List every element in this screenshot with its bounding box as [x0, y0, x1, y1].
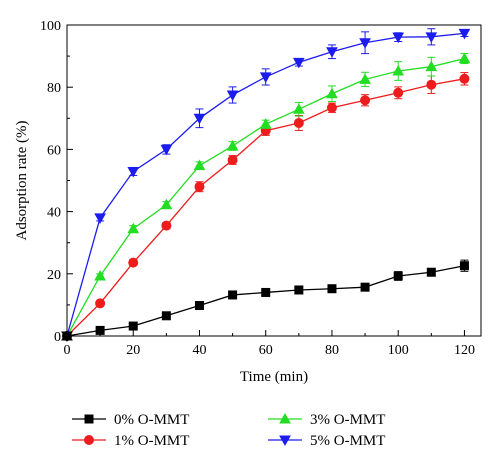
x-tick-label: 20	[126, 343, 140, 358]
data-point	[161, 220, 172, 231]
data-point	[95, 325, 105, 335]
data-point	[326, 87, 338, 99]
data-point	[392, 64, 405, 76]
data-point	[95, 298, 106, 309]
data-point	[458, 52, 471, 64]
legend-label: 0% O-MMT	[114, 412, 189, 428]
data-point	[359, 73, 371, 84]
data-point	[226, 90, 239, 102]
x-tick-label: 120	[454, 343, 475, 358]
legend-label: 5% O-MMT	[310, 433, 385, 449]
y-tick-label: 60	[47, 143, 61, 158]
legend-item-1: 1% O-MMT	[72, 433, 189, 449]
plot-frame	[66, 24, 482, 337]
x-tick-label: 0	[64, 343, 71, 358]
data-point	[194, 181, 205, 192]
data-point	[128, 321, 138, 331]
data-point	[293, 117, 304, 128]
data-point	[360, 95, 371, 106]
data-point	[193, 113, 206, 125]
legend-marker	[279, 435, 291, 447]
data-point	[61, 331, 73, 343]
y-tick-label: 80	[47, 81, 61, 96]
y-axis-title: Adsorption rate (%)	[14, 121, 30, 241]
legend-item-3: 5% O-MMT	[268, 433, 385, 449]
data-point	[193, 159, 206, 171]
legend-item-2: 3% O-MMT	[268, 412, 385, 428]
data-point	[459, 261, 469, 271]
data-point	[94, 213, 106, 224]
data-point	[194, 301, 204, 311]
data-point	[127, 222, 140, 234]
legend-item-0: 0% O-MMT	[72, 412, 189, 428]
data-point	[228, 290, 238, 300]
series-line	[66, 265, 465, 337]
legend-marker	[84, 435, 94, 445]
y-tick-label: 40	[47, 206, 61, 221]
x-tick-label: 40	[192, 343, 206, 358]
legend: 0% O-MMT 3% O-MMT 1% O-MMT 5% O-MMT	[72, 412, 385, 449]
data-point	[393, 87, 404, 98]
data-point	[426, 79, 437, 90]
data-point	[359, 38, 371, 49]
data-point	[161, 311, 171, 321]
data-point	[458, 28, 471, 40]
data-point	[160, 144, 173, 156]
y-tick-label: 0	[54, 330, 61, 345]
data-point	[393, 271, 403, 281]
series-line	[66, 78, 465, 337]
x-tick-label: 80	[325, 343, 339, 358]
legend-marker	[84, 414, 94, 424]
data-point	[360, 282, 370, 292]
series-2	[61, 52, 471, 341]
data-point	[292, 57, 305, 69]
data-point	[326, 102, 337, 113]
data-point	[227, 154, 238, 165]
plot-area: 0 20 40 60 80 100 120 0 20 40 60 80 100	[40, 19, 482, 358]
data-point	[261, 287, 271, 297]
data-point	[226, 139, 239, 151]
data-point	[160, 198, 173, 210]
data-point	[326, 47, 338, 58]
data-point	[294, 285, 304, 295]
series-0	[62, 259, 469, 341]
x-tick-label: 60	[259, 343, 273, 358]
x-axis-title: Time (min)	[240, 369, 308, 385]
data-point	[127, 166, 140, 178]
data-point	[425, 32, 438, 43]
legend-label: 1% O-MMT	[114, 433, 189, 449]
data-point	[292, 103, 305, 114]
data-point	[259, 72, 272, 83]
x-tick-label: 100	[388, 343, 409, 358]
y-tick-label: 20	[47, 268, 61, 283]
data-point	[94, 269, 106, 281]
legend-marker	[279, 412, 291, 424]
data-point	[392, 32, 405, 44]
data-point	[128, 257, 139, 268]
data-point	[425, 60, 438, 72]
data-point	[426, 267, 436, 277]
series-1	[62, 72, 470, 341]
data-point	[459, 73, 470, 84]
data-point	[259, 118, 272, 129]
data-point	[327, 284, 337, 294]
y-tick-label: 100	[40, 19, 61, 34]
legend-label: 3% O-MMT	[310, 412, 385, 428]
series-3	[61, 28, 471, 343]
